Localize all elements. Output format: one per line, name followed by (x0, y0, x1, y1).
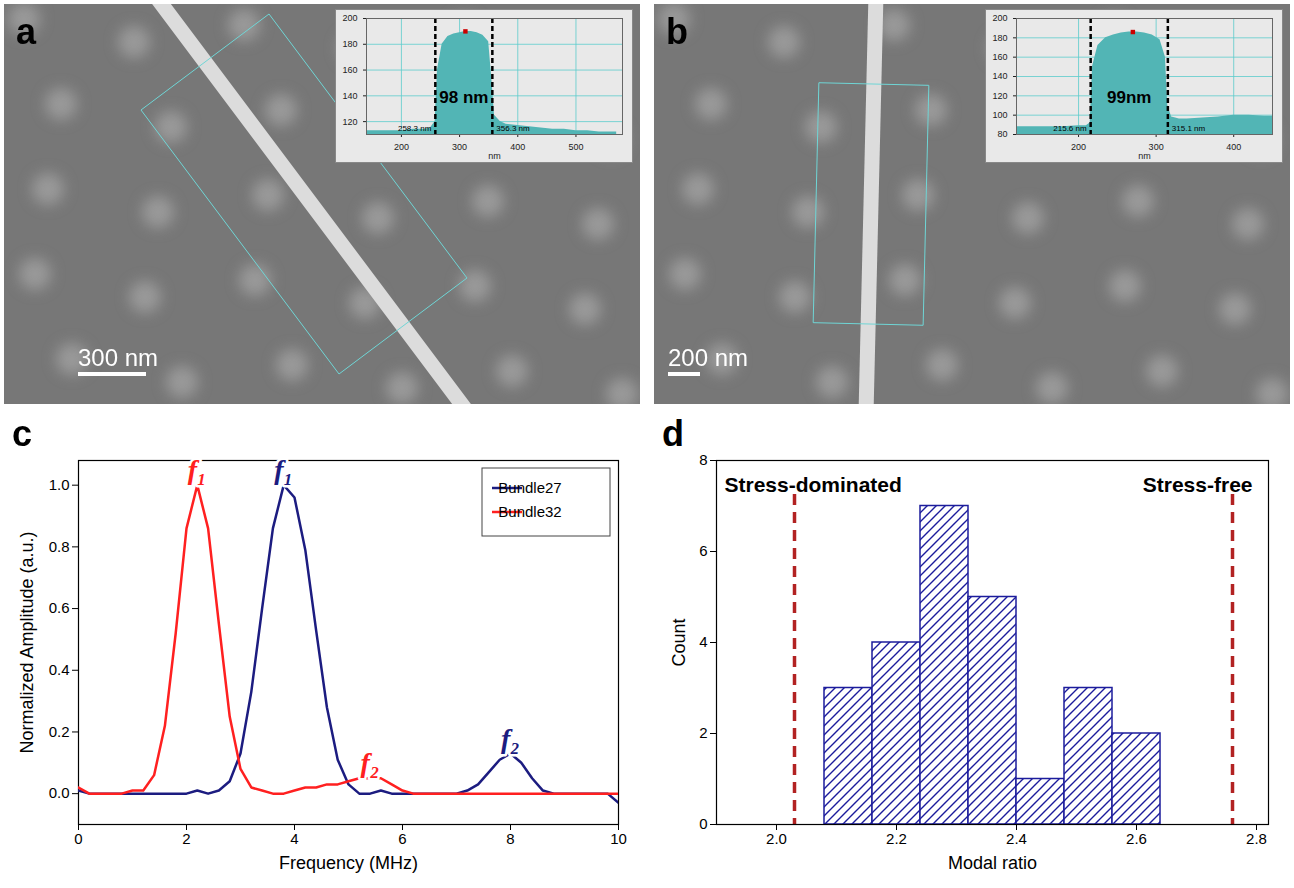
svg-text:Bundle27: Bundle27 (498, 479, 561, 496)
svg-text:1.0: 1.0 (49, 476, 70, 493)
svg-text:2.0: 2.0 (766, 830, 787, 847)
html-text:b: b (666, 11, 688, 52)
svg-text:2.6: 2.6 (1126, 830, 1147, 847)
svg-text:nm: nm (1138, 151, 1151, 161)
svg-text:140: 140 (342, 91, 357, 101)
svg-text:400: 400 (1226, 142, 1241, 152)
svg-text:120: 120 (342, 116, 357, 126)
svg-text:300: 300 (452, 142, 467, 152)
svg-text:f₁: f₁ (188, 454, 207, 485)
svg-text:Stress-free: Stress-free (1143, 473, 1253, 496)
svg-text:99nm: 99nm (1107, 88, 1151, 107)
svg-text:Bundle32: Bundle32 (498, 503, 561, 520)
svg-text:6: 6 (699, 542, 707, 559)
svg-text:f₂: f₂ (361, 747, 380, 778)
svg-text:f₁: f₁ (274, 454, 293, 485)
svg-text:120: 120 (992, 91, 1007, 101)
svg-text:200: 200 (342, 13, 357, 23)
svg-text:200 nm: 200 nm (668, 344, 748, 371)
svg-text:6: 6 (398, 830, 406, 847)
svg-text:2.4: 2.4 (1006, 830, 1027, 847)
svg-text:0.0: 0.0 (49, 784, 70, 801)
svg-text:4: 4 (699, 633, 707, 650)
svg-text:98 nm: 98 nm (439, 88, 488, 107)
svg-text:400: 400 (510, 142, 525, 152)
svg-text:Stress-dominated: Stress-dominated (725, 473, 902, 496)
svg-text:Frequency (MHz): Frequency (MHz) (279, 853, 418, 873)
html-text:a: a (16, 11, 36, 52)
html-text:d: d (662, 413, 684, 454)
svg-text:2: 2 (182, 830, 190, 847)
svg-text:2.2: 2.2 (886, 830, 907, 847)
svg-text:315.1 nm: 315.1 nm (1172, 124, 1206, 133)
svg-text:160: 160 (342, 65, 357, 75)
svg-text:f₂: f₂ (501, 723, 520, 754)
svg-text:0.4: 0.4 (49, 661, 70, 678)
svg-text:2.8: 2.8 (1246, 830, 1267, 847)
svg-text:2: 2 (699, 724, 707, 741)
svg-text:4: 4 (290, 830, 298, 847)
svg-text:140: 140 (992, 71, 1007, 81)
svg-text:8: 8 (699, 451, 707, 468)
svg-text:300: 300 (1149, 142, 1164, 152)
svg-text:Modal ratio: Modal ratio (948, 853, 1037, 873)
svg-text:300 nm: 300 nm (78, 344, 158, 371)
svg-text:8: 8 (506, 830, 514, 847)
svg-text:80: 80 (997, 129, 1007, 139)
svg-text:180: 180 (992, 33, 1007, 43)
svg-text:180: 180 (342, 39, 357, 49)
svg-text:0.8: 0.8 (49, 538, 70, 555)
svg-text:nm: nm (488, 151, 501, 161)
svg-text:200: 200 (394, 142, 409, 152)
svg-text:258.3 nm: 258.3 nm (398, 124, 432, 133)
svg-text:Normalized Amplitude (a.u.): Normalized Amplitude (a.u.) (17, 531, 37, 753)
svg-text:160: 160 (992, 52, 1007, 62)
svg-text:500: 500 (568, 142, 583, 152)
svg-text:200: 200 (992, 13, 1007, 23)
svg-text:10: 10 (610, 830, 627, 847)
svg-text:356.3 nm: 356.3 nm (496, 124, 530, 133)
svg-text:100: 100 (992, 110, 1007, 120)
svg-text:0.2: 0.2 (49, 723, 70, 740)
html-text:c: c (12, 413, 32, 454)
svg-text:0: 0 (699, 815, 707, 832)
svg-text:200: 200 (1071, 142, 1086, 152)
svg-text:215.6 nm: 215.6 nm (1053, 124, 1087, 133)
svg-text:0: 0 (74, 830, 82, 847)
svg-text:0.6: 0.6 (49, 599, 70, 616)
svg-text:Count: Count (669, 618, 689, 666)
